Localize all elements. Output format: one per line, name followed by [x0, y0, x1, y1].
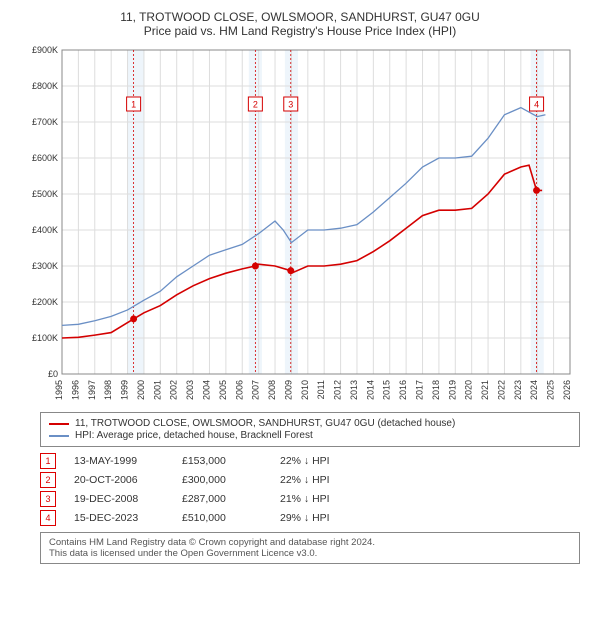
- svg-text:£700K: £700K: [32, 117, 58, 127]
- svg-text:2: 2: [253, 100, 258, 110]
- svg-text:2007: 2007: [251, 380, 261, 400]
- chart-title-block: 11, TROTWOOD CLOSE, OWLSMOOR, SANDHURST,…: [10, 10, 590, 38]
- svg-text:2025: 2025: [546, 380, 556, 400]
- legend-row-price-paid: 11, TROTWOOD CLOSE, OWLSMOOR, SANDHURST,…: [49, 418, 571, 429]
- legend-label-hpi: HPI: Average price, detached house, Brac…: [75, 430, 313, 441]
- tx-marker: 4: [40, 510, 56, 526]
- tx-price: £300,000: [182, 474, 262, 486]
- tx-marker: 2: [40, 472, 56, 488]
- price-chart: £0 £100K £200K £300K £400K £500K £600K £700K £80…: [20, 44, 580, 404]
- attribution-footer: Contains HM Land Registry data © Crown c…: [40, 532, 580, 564]
- svg-text:2004: 2004: [201, 380, 211, 400]
- transaction-row: 1 13-MAY-1999 £153,000 22% ↓ HPI: [40, 453, 580, 469]
- legend: 11, TROTWOOD CLOSE, OWLSMOOR, SANDHURST,…: [40, 412, 580, 447]
- svg-text:2009: 2009: [283, 380, 293, 400]
- svg-text:£400K: £400K: [32, 225, 58, 235]
- svg-text:£500K: £500K: [32, 189, 58, 199]
- svg-text:3: 3: [288, 100, 293, 110]
- tx-diff: 22% ↓ HPI: [280, 474, 360, 486]
- tx-diff: 21% ↓ HPI: [280, 493, 360, 505]
- svg-text:2010: 2010: [300, 380, 310, 400]
- svg-text:2003: 2003: [185, 380, 195, 400]
- svg-text:1999: 1999: [120, 380, 130, 400]
- svg-text:2023: 2023: [513, 380, 523, 400]
- svg-text:1996: 1996: [70, 380, 80, 400]
- transaction-row: 3 19-DEC-2008 £287,000 21% ↓ HPI: [40, 491, 580, 507]
- tx-price: £287,000: [182, 493, 262, 505]
- tx-price: £153,000: [182, 455, 262, 467]
- svg-text:2022: 2022: [496, 380, 506, 400]
- svg-text:1995: 1995: [54, 380, 64, 400]
- legend-swatch-price-paid: [49, 423, 69, 425]
- tx-date: 13-MAY-1999: [74, 455, 164, 467]
- transaction-row: 2 20-OCT-2006 £300,000 22% ↓ HPI: [40, 472, 580, 488]
- svg-text:£200K: £200K: [32, 297, 58, 307]
- tx-marker: 3: [40, 491, 56, 507]
- svg-text:£0: £0: [48, 369, 58, 379]
- tx-date: 15-DEC-2023: [74, 512, 164, 524]
- svg-text:£800K: £800K: [32, 81, 58, 91]
- footer-line1: Contains HM Land Registry data © Crown c…: [49, 537, 571, 548]
- svg-text:2011: 2011: [316, 380, 326, 399]
- tx-date: 20-OCT-2006: [74, 474, 164, 486]
- svg-text:1998: 1998: [103, 380, 113, 400]
- svg-text:1997: 1997: [87, 380, 97, 400]
- svg-text:2016: 2016: [398, 380, 408, 400]
- svg-text:1: 1: [131, 100, 136, 110]
- legend-label-price-paid: 11, TROTWOOD CLOSE, OWLSMOOR, SANDHURST,…: [75, 418, 455, 429]
- tx-price: £510,000: [182, 512, 262, 524]
- svg-text:2005: 2005: [218, 380, 228, 400]
- chart-svg: £0 £100K £200K £300K £400K £500K £600K £700K £80…: [20, 44, 580, 404]
- svg-text:2024: 2024: [529, 380, 539, 400]
- svg-text:2014: 2014: [365, 380, 375, 400]
- tx-date: 19-DEC-2008: [74, 493, 164, 505]
- svg-text:2002: 2002: [169, 380, 179, 400]
- legend-swatch-hpi: [49, 435, 69, 437]
- svg-text:2015: 2015: [382, 380, 392, 400]
- footer-line2: This data is licensed under the Open Gov…: [49, 548, 571, 559]
- svg-text:2020: 2020: [464, 380, 474, 400]
- tx-marker: 1: [40, 453, 56, 469]
- transaction-row: 4 15-DEC-2023 £510,000 29% ↓ HPI: [40, 510, 580, 526]
- svg-text:2001: 2001: [152, 380, 162, 400]
- svg-text:2026: 2026: [562, 380, 572, 400]
- tx-diff: 22% ↓ HPI: [280, 455, 360, 467]
- svg-text:2000: 2000: [136, 380, 146, 400]
- svg-text:£100K: £100K: [32, 333, 58, 343]
- svg-text:2019: 2019: [447, 380, 457, 400]
- svg-text:2008: 2008: [267, 380, 277, 400]
- svg-text:2018: 2018: [431, 380, 441, 400]
- tx-diff: 29% ↓ HPI: [280, 512, 360, 524]
- svg-text:2017: 2017: [415, 380, 425, 400]
- title-line2: Price paid vs. HM Land Registry's House …: [10, 24, 590, 38]
- transaction-table: 1 13-MAY-1999 £153,000 22% ↓ HPI 2 20-OCT-200…: [40, 453, 580, 526]
- svg-text:2013: 2013: [349, 380, 359, 400]
- svg-text:£600K: £600K: [32, 153, 58, 163]
- svg-text:4: 4: [534, 100, 539, 110]
- svg-text:£300K: £300K: [32, 261, 58, 271]
- svg-text:2012: 2012: [333, 380, 343, 400]
- svg-text:2021: 2021: [480, 380, 490, 400]
- svg-text:2006: 2006: [234, 380, 244, 400]
- legend-row-hpi: HPI: Average price, detached house, Brac…: [49, 430, 571, 441]
- title-line1: 11, TROTWOOD CLOSE, OWLSMOOR, SANDHURST,…: [10, 10, 590, 24]
- svg-text:£900K: £900K: [32, 45, 58, 55]
